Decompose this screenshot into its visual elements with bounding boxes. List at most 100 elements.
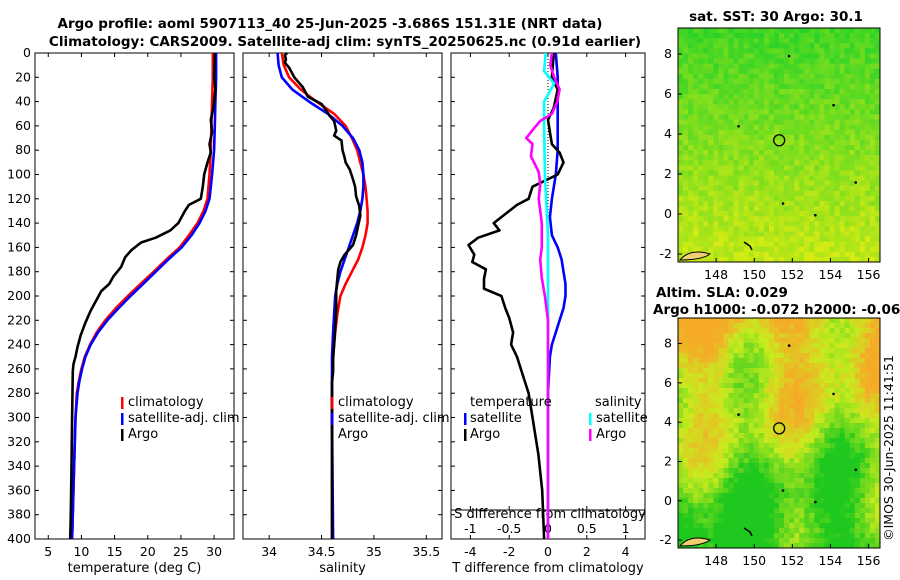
heatmap-cell xyxy=(794,256,800,263)
heatmap-cell xyxy=(683,104,689,110)
heatmap-cell xyxy=(794,473,800,479)
heatmap-cell xyxy=(794,483,800,489)
heatmap-cell xyxy=(854,503,861,509)
heatmap-cell xyxy=(738,383,745,389)
heatmap-cell xyxy=(713,323,719,329)
heatmap-cell xyxy=(824,353,830,359)
heatmap-cell xyxy=(799,78,805,85)
heatmap-cell xyxy=(743,318,750,324)
heatmap-cell xyxy=(743,33,750,39)
heatmap-cell xyxy=(854,508,861,514)
heatmap-cell xyxy=(864,543,871,549)
heatmap-cell xyxy=(844,448,851,454)
heatmap-cell xyxy=(713,58,719,65)
heatmap-cell xyxy=(753,175,760,182)
heatmap-cell xyxy=(758,338,765,344)
heatmap-cell xyxy=(804,468,810,474)
heatmap-cell xyxy=(864,383,871,389)
heatmap-cell xyxy=(708,428,714,434)
heatmap-cell xyxy=(799,216,805,222)
heatmap-cell xyxy=(834,195,840,202)
heatmap-cell xyxy=(678,418,684,424)
heatmap-cell xyxy=(713,206,719,212)
heatmap-cell xyxy=(683,43,689,49)
heatmap-cell xyxy=(874,323,881,329)
heatmap-cell xyxy=(723,89,729,95)
heatmap-cell xyxy=(799,523,805,529)
heatmap-cell xyxy=(683,145,689,151)
heatmap-cell xyxy=(768,328,775,334)
heatmap-cell xyxy=(834,145,840,151)
heatmap-cell xyxy=(819,478,825,484)
heatmap-cell xyxy=(804,48,810,54)
heatmap-cell xyxy=(809,216,815,222)
heatmap-cell xyxy=(844,373,851,379)
heatmap-cell xyxy=(738,175,745,182)
heatmap-cell xyxy=(758,478,765,484)
heatmap-cell xyxy=(713,493,719,499)
heatmap-cell xyxy=(678,343,684,349)
heatmap-cell xyxy=(809,358,815,364)
heatmap-cell xyxy=(784,211,790,217)
heatmap-cell xyxy=(688,48,694,54)
heatmap-cell xyxy=(708,211,714,217)
heatmap-cell xyxy=(733,403,739,409)
heatmap-cell xyxy=(804,328,810,334)
heatmap-cell xyxy=(693,438,699,444)
heatmap-cell xyxy=(854,134,861,141)
heatmap-cell xyxy=(799,393,805,399)
heatmap-cell xyxy=(683,180,689,187)
heatmap-cell xyxy=(859,109,866,115)
heatmap-cell xyxy=(753,478,760,484)
heatmap-cell xyxy=(874,363,881,369)
heatmap-cell xyxy=(874,124,881,131)
heatmap-cell xyxy=(844,323,851,329)
heatmap-cell xyxy=(809,398,815,404)
heatmap-cell xyxy=(738,241,745,248)
heatmap-cell xyxy=(849,109,856,115)
heatmap-cell xyxy=(839,453,846,459)
heatmap-cell xyxy=(683,343,689,349)
heatmap-cell xyxy=(794,68,800,75)
heatmap-cell xyxy=(829,119,835,126)
heatmap-cell xyxy=(869,114,876,120)
heatmap-cell xyxy=(819,211,825,217)
heatmap-cell xyxy=(829,139,835,146)
heatmap-cell xyxy=(773,48,780,54)
heatmap-cell xyxy=(733,221,739,227)
heatmap-cell xyxy=(854,83,861,90)
y-tick-label: 80 xyxy=(15,142,31,157)
heatmap-cell xyxy=(849,180,856,187)
heatmap-cell xyxy=(814,160,820,166)
heatmap-cell xyxy=(738,323,745,329)
heatmap-cell xyxy=(773,89,780,95)
heatmap-cell xyxy=(804,251,810,258)
heatmap-cell xyxy=(703,438,709,444)
heatmap-cell xyxy=(698,348,704,354)
heatmap-cell xyxy=(779,498,785,504)
heatmap-cell xyxy=(753,134,760,141)
coastline-islet xyxy=(787,54,791,58)
heatmap-cell xyxy=(844,378,851,384)
heatmap-cell xyxy=(824,428,830,434)
heatmap-cell xyxy=(854,145,861,151)
heatmap-cell xyxy=(708,398,714,404)
heatmap-cell xyxy=(799,175,805,182)
heatmap-cell xyxy=(839,468,846,474)
heatmap-cell xyxy=(733,318,739,324)
heatmap-cell xyxy=(683,109,689,115)
heatmap-cell xyxy=(839,195,846,202)
heatmap-cell xyxy=(854,109,861,115)
heatmap-cell xyxy=(794,114,800,120)
heatmap-cell xyxy=(794,393,800,399)
heatmap-cell xyxy=(773,83,780,90)
heatmap-cell xyxy=(834,413,840,419)
heatmap-cell xyxy=(703,318,709,324)
heatmap-cell xyxy=(829,134,835,141)
heatmap-cell xyxy=(758,78,765,85)
heatmap-cell xyxy=(768,418,775,424)
heatmap-cell xyxy=(799,256,805,263)
heatmap-cell xyxy=(864,256,871,263)
heatmap-cell xyxy=(758,246,765,253)
heatmap-cell xyxy=(718,353,724,359)
